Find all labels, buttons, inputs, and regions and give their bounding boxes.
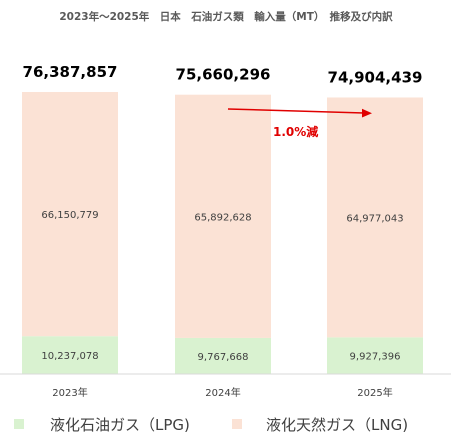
data-label-lpg-3: 9,927,396 (350, 352, 401, 363)
data-label-lpg-2: 9,767,668 (198, 352, 249, 363)
x-tick-label-2: 2024年 (205, 386, 240, 399)
bar-lng-2 (175, 94, 271, 338)
data-label-lng-1: 66,150,779 (41, 210, 98, 221)
x-tick-label-3: 2025年 (357, 386, 392, 399)
bar-lng-3 (327, 97, 423, 338)
x-tick-label-1: 2023年 (52, 386, 87, 399)
bar-lpg-1 (22, 336, 118, 374)
total-label-2: 75,660,296 (176, 66, 271, 84)
bar-lpg-2 (175, 337, 271, 374)
legend-label-lpg: 液化石油ガス（LPG) (50, 416, 190, 434)
chart-title: 2023年～2025年 日本 石油ガス類 輸入量（MT） 推移及び内訳 (59, 10, 393, 23)
total-label-3: 74,904,439 (328, 68, 423, 86)
bar-lng-1 (22, 92, 118, 337)
decrease-arrow (227, 108, 365, 114)
change-annotation: 1.0%減 (227, 108, 372, 139)
legend: 液化石油ガス（LPG) 液化天然ガス（LNG) (14, 416, 408, 434)
data-label-lng-2: 65,892,628 (194, 212, 251, 223)
bars-group: 10,237,078 66,150,779 76,387,857 2023年 9,767… (22, 63, 423, 399)
bar-lpg-3 (327, 337, 423, 374)
total-label-1: 76,387,857 (23, 63, 118, 81)
data-label-lpg-1: 10,237,078 (41, 351, 98, 362)
arrowhead-icon (362, 108, 372, 118)
change-percent-label: 1.0%減 (273, 124, 318, 139)
legend-label-lng: 液化天然ガス（LNG) (266, 416, 408, 434)
legend-swatch-lpg (14, 419, 24, 429)
legend-swatch-lng (232, 419, 242, 429)
data-label-lng-3: 64,977,043 (346, 213, 403, 224)
